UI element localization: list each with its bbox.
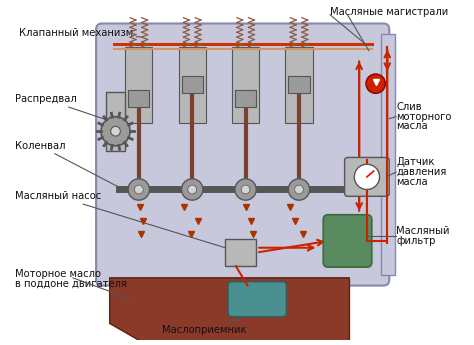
FancyBboxPatch shape: [96, 23, 389, 286]
Text: Масляный: Масляный: [396, 226, 449, 236]
Text: Коленвал: Коленвал: [15, 141, 123, 189]
Bar: [382, 34, 395, 275]
FancyBboxPatch shape: [228, 282, 286, 317]
Circle shape: [366, 74, 385, 93]
Text: моторного: моторного: [396, 112, 451, 122]
Circle shape: [101, 117, 130, 146]
Polygon shape: [109, 278, 349, 345]
Text: Масляный насос: Масляный насос: [15, 191, 225, 248]
Circle shape: [188, 185, 197, 194]
Bar: [182, 76, 203, 93]
Text: масла: масла: [396, 121, 428, 131]
Bar: [285, 47, 312, 122]
Text: Слив: Слив: [396, 102, 422, 112]
Bar: [232, 47, 259, 122]
Text: давления: давления: [396, 167, 447, 177]
Circle shape: [110, 126, 120, 136]
Circle shape: [288, 179, 310, 200]
Text: Датчик: Датчик: [396, 157, 435, 167]
Circle shape: [128, 179, 149, 200]
FancyBboxPatch shape: [345, 157, 389, 196]
Circle shape: [241, 185, 250, 194]
Circle shape: [182, 179, 203, 200]
Circle shape: [235, 179, 256, 200]
Bar: [106, 92, 125, 151]
Circle shape: [135, 185, 143, 194]
Text: Масляные магистрали: Масляные магистрали: [330, 7, 448, 17]
Text: в поддоне двигателя: в поддоне двигателя: [15, 279, 127, 289]
Bar: [288, 76, 310, 93]
Text: фильтр: фильтр: [396, 236, 436, 246]
Text: Моторное масло: Моторное масло: [15, 269, 100, 279]
Circle shape: [354, 164, 380, 189]
Circle shape: [295, 185, 303, 194]
FancyBboxPatch shape: [323, 215, 372, 267]
Text: Распредвал: Распредвал: [15, 94, 118, 124]
Bar: [235, 89, 256, 107]
Text: Маслоприемник: Маслоприемник: [162, 313, 257, 335]
Bar: [128, 89, 149, 107]
Text: Клапанный механизм: Клапанный механизм: [19, 28, 143, 38]
Bar: [225, 239, 256, 266]
Bar: [125, 47, 153, 122]
Bar: [179, 47, 206, 122]
Text: масла: масла: [396, 177, 428, 187]
